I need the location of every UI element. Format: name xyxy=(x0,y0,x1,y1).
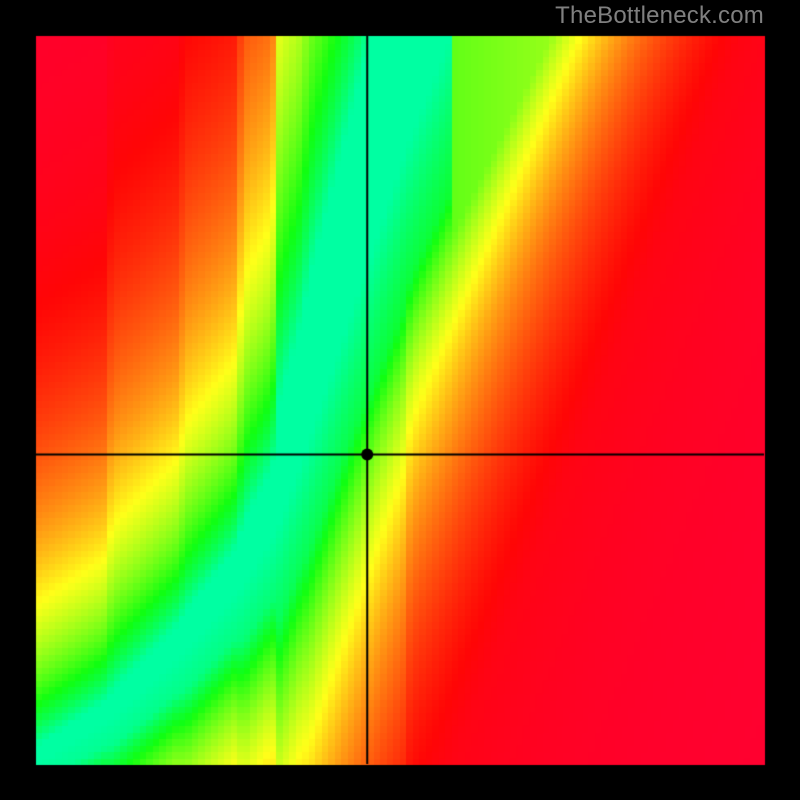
bottleneck-heatmap-canvas xyxy=(0,0,800,800)
chart-stage: TheBottleneck.com xyxy=(0,0,800,800)
attribution-label: TheBottleneck.com xyxy=(555,0,800,30)
